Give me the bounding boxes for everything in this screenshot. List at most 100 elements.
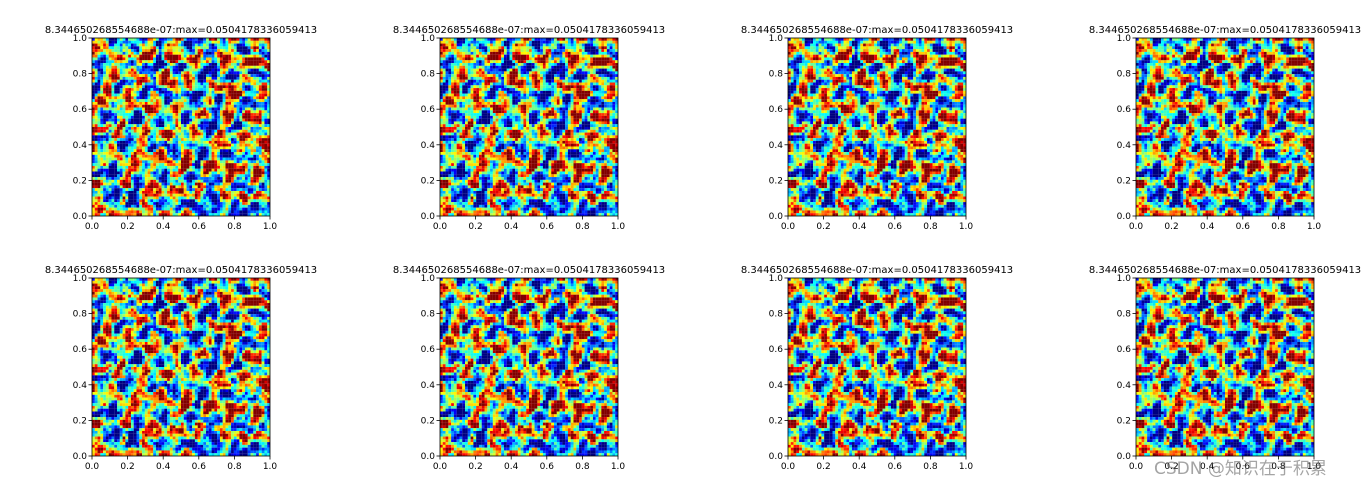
heatmap-cell: [155, 107, 159, 111]
heatmap-cell: [264, 68, 268, 72]
heatmap-cell: [164, 124, 168, 128]
heatmap-cell: [183, 199, 187, 203]
heatmap-cell: [228, 182, 232, 186]
heatmap-cell: [222, 163, 226, 166]
heatmap-cell: [117, 143, 120, 147]
heatmap-cell: [122, 104, 126, 108]
heatmap-cell: [233, 40, 237, 44]
heatmap-cell: [200, 63, 204, 66]
heatmap-cell: [567, 43, 571, 47]
heatmap-cell: [233, 135, 237, 139]
heatmap-cell: [529, 68, 532, 72]
heatmap-cell: [130, 54, 134, 58]
heatmap-cell: [562, 51, 566, 55]
heatmap-cell: [208, 57, 212, 61]
heatmap-cell: [128, 202, 131, 205]
heatmap-cell: [222, 190, 226, 194]
heatmap-cell: [244, 129, 248, 133]
heatmap-cell: [244, 88, 248, 91]
heatmap-cell: [100, 179, 104, 183]
heatmap-cell: [208, 149, 212, 153]
heatmap-cell: [587, 49, 591, 52]
heatmap-cell: [169, 121, 173, 125]
heatmap-cell: [117, 163, 120, 166]
heatmap-cell: [253, 93, 257, 97]
heatmap-cell: [231, 146, 234, 150]
heatmap-cell: [261, 118, 265, 122]
heatmap-cell: [181, 90, 184, 94]
heatmap-cell: [94, 207, 98, 211]
heatmap-cell: [267, 152, 271, 155]
heatmap-cell: [239, 165, 243, 169]
heatmap-cell: [258, 132, 262, 136]
heatmap-cell: [520, 71, 524, 75]
heatmap-cell: [130, 138, 134, 141]
heatmap-cell: [153, 154, 157, 158]
heatmap-cell: [122, 124, 126, 128]
heatmap-cell: [579, 57, 582, 61]
heatmap-cell: [108, 99, 112, 103]
heatmap-cell: [133, 193, 137, 197]
heatmap-cell: [197, 213, 201, 217]
heatmap-cell: [153, 63, 157, 66]
heatmap-cell: [164, 163, 168, 166]
heatmap-cell: [440, 43, 443, 47]
heatmap-cell: [119, 138, 123, 141]
heatmap-cell: [172, 146, 176, 150]
heatmap-cell: [206, 110, 209, 114]
heatmap-cell: [495, 38, 499, 41]
heatmap-cell: [211, 49, 215, 52]
heatmap-cell: [203, 90, 207, 94]
heatmap-cell: [194, 143, 198, 147]
heatmap-cell: [142, 179, 145, 183]
heatmap-cell: [462, 74, 466, 77]
heatmap-cell: [601, 46, 605, 50]
heatmap-cell: [256, 177, 259, 180]
heatmap-cell: [161, 76, 165, 80]
heatmap-cell: [222, 65, 226, 69]
heatmap-cell: [467, 51, 471, 55]
heatmap-cell: [570, 49, 574, 52]
heatmap-cell: [175, 60, 179, 64]
heatmap-cell: [92, 110, 95, 114]
heatmap-cell: [579, 65, 582, 69]
heatmap-cell: [147, 51, 151, 55]
heatmap-cell: [178, 140, 182, 144]
heatmap-cell: [142, 163, 145, 166]
heatmap-cell: [236, 65, 240, 69]
heatmap-cell: [125, 154, 129, 158]
heatmap-image: [440, 38, 619, 217]
heatmap-cell: [264, 185, 268, 189]
heatmap-cell: [225, 115, 229, 119]
heatmap-cell: [133, 204, 137, 208]
heatmap-cell: [142, 193, 145, 197]
heatmap-cell: [540, 63, 543, 66]
heatmap-cell: [142, 82, 145, 86]
heatmap-cell: [456, 74, 460, 77]
heatmap-cell: [189, 113, 193, 116]
heatmap-cell: [490, 71, 493, 75]
heatmap-cell: [169, 146, 173, 150]
heatmap-cell: [495, 49, 499, 52]
heatmap-cell: [222, 154, 226, 158]
heatmap-cell: [125, 177, 129, 180]
heatmap-cell: [214, 40, 218, 44]
heatmap-cell: [264, 115, 268, 119]
heatmap-cell: [584, 68, 588, 72]
heatmap-cell: [105, 107, 109, 111]
heatmap-cell: [250, 90, 254, 94]
heatmap-cell: [501, 63, 505, 66]
heatmap-cell: [186, 118, 190, 122]
heatmap-cell: [206, 38, 209, 41]
heatmap-cell: [128, 179, 131, 183]
heatmap-cell: [100, 207, 104, 211]
heatmap-cell: [144, 68, 148, 72]
heatmap-cell: [175, 149, 179, 153]
heatmap-cell: [250, 71, 254, 75]
heatmap-cell: [264, 140, 268, 144]
heatmap-cell: [94, 154, 98, 158]
heatmap-cell: [473, 60, 477, 64]
heatmap-cell: [139, 74, 143, 77]
heatmap-cell: [200, 104, 204, 108]
heatmap-cell: [256, 65, 259, 69]
